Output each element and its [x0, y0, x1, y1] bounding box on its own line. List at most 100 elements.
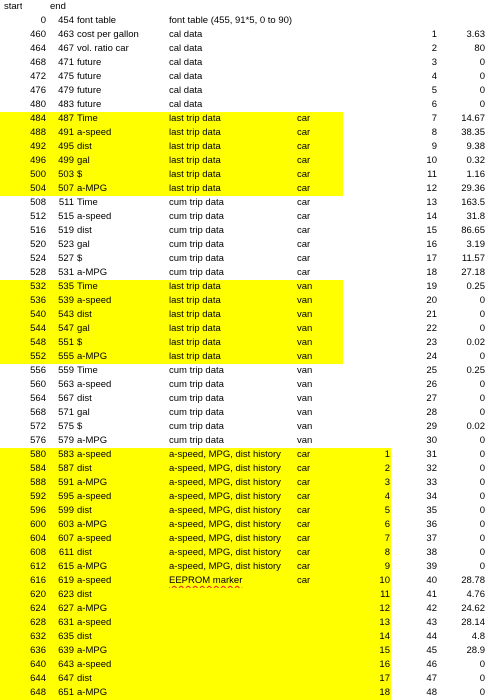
vehicle-cell[interactable]: car [297, 239, 311, 250]
vehicle-cell[interactable]: car [297, 547, 311, 558]
description-cell[interactable]: cum trip data [169, 211, 224, 222]
end-address-cell[interactable]: 454 [58, 15, 74, 26]
row-index-cell[interactable]: 39 [426, 561, 437, 572]
vehicle-cell[interactable]: van [297, 323, 313, 334]
start-cell[interactable]: 468 [30, 57, 46, 68]
history-index-cell[interactable]: 3 [384, 477, 390, 488]
field-name-cell[interactable]: dist [77, 505, 92, 516]
description-cell[interactable]: cum trip data [169, 197, 224, 208]
start-cell[interactable]: 564 [30, 393, 46, 404]
row-index-cell[interactable]: 20 [426, 295, 437, 306]
end-address-cell[interactable]: 527 [58, 253, 74, 264]
history-index-cell[interactable]: 14 [379, 631, 390, 642]
history-index-cell[interactable]: 1 [384, 449, 390, 460]
start-cell[interactable]: 628 [30, 617, 46, 628]
vehicle-cell[interactable]: car [297, 561, 311, 572]
field-name-cell[interactable]: a-speed [77, 617, 112, 628]
field-name-cell[interactable]: font table [77, 15, 117, 26]
end-address-cell[interactable]: 563 [58, 379, 74, 390]
description-cell[interactable]: cum trip data [169, 253, 224, 264]
field-name-cell[interactable]: Time [77, 281, 98, 292]
end-address-cell[interactable]: 463 [58, 29, 74, 40]
start-cell[interactable]: 464 [30, 43, 46, 54]
start-cell[interactable]: 596 [30, 505, 46, 516]
field-name-cell[interactable]: dist [77, 463, 92, 474]
field-name-cell[interactable]: a-speed [77, 575, 112, 586]
description-cell[interactable]: last trip data [169, 351, 221, 362]
row-index-cell[interactable]: 25 [426, 365, 437, 376]
row-index-cell[interactable]: 21 [426, 309, 437, 320]
row-index-cell[interactable]: 16 [426, 239, 437, 250]
vehicle-cell[interactable]: car [297, 211, 311, 222]
field-name-cell[interactable]: a-MPG [77, 645, 108, 656]
vehicle-cell[interactable]: car [297, 197, 311, 208]
vehicle-cell[interactable]: car [297, 183, 311, 194]
description-cell[interactable]: cum trip data [169, 393, 224, 404]
row-index-cell[interactable]: 40 [426, 575, 437, 586]
end-address-cell[interactable]: 567 [58, 393, 74, 404]
end-address-cell[interactable]: 651 [58, 687, 74, 698]
field-name-cell[interactable]: a-MPG [77, 561, 108, 572]
value-cell[interactable]: 28.9 [466, 645, 486, 656]
description-cell[interactable]: cum trip data [169, 239, 224, 250]
vehicle-cell[interactable]: car [297, 225, 311, 236]
end-address-cell[interactable]: 639 [58, 645, 74, 656]
field-name-cell[interactable]: dist [77, 631, 92, 642]
description-cell[interactable]: last trip data [169, 155, 221, 166]
row-index-cell[interactable]: 17 [426, 253, 437, 264]
row-index-cell[interactable]: 11 [427, 169, 437, 180]
field-name-cell[interactable]: a-MPG [77, 267, 108, 278]
row-index-cell[interactable]: 12 [426, 183, 437, 194]
value-cell[interactable]: 0.02 [466, 337, 486, 348]
end-address-cell[interactable]: 531 [58, 267, 74, 278]
row-index-cell[interactable]: 14 [426, 211, 437, 222]
field-name-cell[interactable]: gal [77, 323, 90, 334]
value-cell[interactable]: 0 [479, 99, 485, 110]
value-cell[interactable]: 4.8 [471, 631, 485, 642]
value-cell[interactable]: 0.25 [466, 281, 486, 292]
history-index-cell[interactable]: 9 [384, 561, 390, 572]
value-cell[interactable]: 0 [479, 449, 485, 460]
row-index-cell[interactable]: 5 [431, 85, 437, 96]
end-address-cell[interactable]: 631 [58, 617, 74, 628]
end-address-cell[interactable]: 543 [58, 309, 74, 320]
row-index-cell[interactable]: 43 [426, 617, 437, 628]
row-index-cell[interactable]: 34 [426, 491, 437, 502]
history-index-cell[interactable]: 5 [384, 505, 390, 516]
start-cell[interactable]: 648 [30, 687, 46, 698]
field-name-cell[interactable]: a-speed [77, 533, 112, 544]
field-name-cell[interactable]: future [77, 57, 102, 68]
end-address-cell[interactable]: 535 [58, 281, 74, 292]
row-index-cell[interactable]: 8 [431, 127, 437, 138]
field-name-cell[interactable]: future [77, 71, 102, 82]
start-cell[interactable]: 632 [30, 631, 46, 642]
value-cell[interactable]: 0 [479, 547, 485, 558]
start-cell[interactable]: 512 [30, 211, 46, 222]
description-cell[interactable]: cal data [169, 99, 203, 110]
history-index-cell[interactable]: 10 [379, 575, 390, 586]
vehicle-cell[interactable]: van [297, 351, 313, 362]
row-index-cell[interactable]: 47 [426, 673, 437, 684]
description-cell[interactable]: a-speed, MPG, dist history [169, 491, 281, 502]
description-cell[interactable]: last trip data [169, 309, 221, 320]
start-cell[interactable]: 476 [30, 85, 46, 96]
start-cell[interactable]: 580 [30, 449, 46, 460]
end-address-cell[interactable]: 507 [58, 183, 74, 194]
description-cell[interactable]: a-speed, MPG, dist history [169, 505, 281, 516]
start-cell[interactable]: 528 [30, 267, 46, 278]
description-cell[interactable]: cum trip data [169, 365, 224, 376]
field-name-cell[interactable]: Time [77, 197, 98, 208]
field-name-cell[interactable]: a-MPG [77, 435, 108, 446]
end-address-cell[interactable]: 619 [58, 575, 74, 586]
row-index-cell[interactable]: 28 [426, 407, 437, 418]
value-cell[interactable]: 31.8 [466, 211, 486, 222]
field-name-cell[interactable]: $ [77, 253, 83, 264]
value-cell[interactable]: 0 [479, 519, 485, 530]
description-cell[interactable]: last trip data [169, 337, 221, 348]
start-cell[interactable]: 496 [30, 155, 46, 166]
row-index-cell[interactable]: 15 [426, 225, 437, 236]
value-cell[interactable]: 0.32 [466, 155, 486, 166]
description-cell[interactable]: EEPROM marker [169, 575, 243, 586]
description-cell[interactable]: last trip data [169, 169, 221, 180]
value-cell[interactable]: 0.02 [466, 421, 486, 432]
